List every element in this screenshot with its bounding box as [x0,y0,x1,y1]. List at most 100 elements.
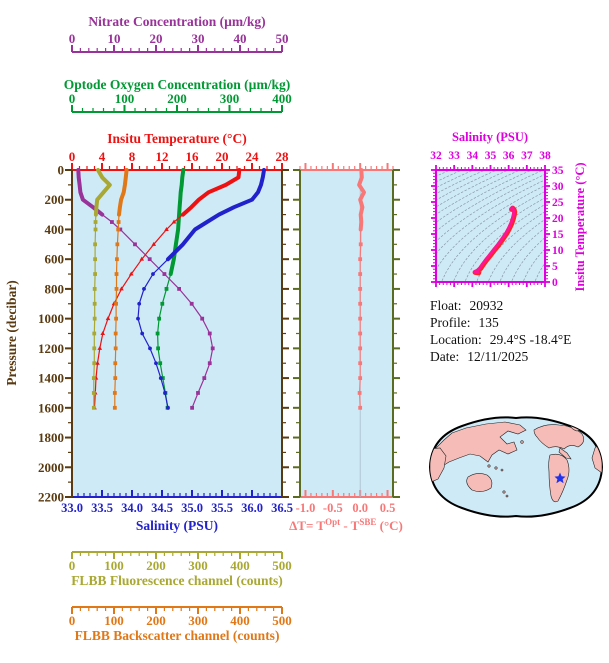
svg-text:800: 800 [45,281,65,296]
svg-text:1800: 1800 [38,430,64,445]
svg-text:500: 500 [272,613,292,628]
svg-text:0.0: 0.0 [352,501,368,515]
svg-text:36.5: 36.5 [271,501,293,515]
curve-salinity [136,168,266,410]
pressure-right-spine [281,169,289,498]
svg-text:35: 35 [485,150,497,162]
temperature-axis-title: Insitu Temperature (°C) [107,131,246,146]
curve-nitrate [76,168,215,410]
ts-frame: 32 33 34 35 36 37 38 0 5 10 15 20 25 30 35 [430,150,564,289]
svg-text:600: 600 [45,252,65,267]
svg-text:25: 25 [552,197,564,209]
svg-text:33.0: 33.0 [61,501,83,515]
curve-delta-t [357,168,366,410]
isopycnal-contours [436,170,545,282]
delta-t-plot-area [300,170,393,497]
backscatter-axis: 0 100 200 300 400 500 [69,606,292,628]
svg-text:34: 34 [467,150,479,162]
svg-text:12: 12 [156,149,169,164]
oxygen-axis-title: Optode Oxygen Concentration (µm/kg) [64,77,290,92]
svg-text:200: 200 [167,91,187,106]
svg-text:2200: 2200 [38,490,64,505]
svg-text:300: 300 [188,558,208,573]
svg-text:-1.0: -1.0 [296,501,316,515]
svg-text:24: 24 [246,149,260,164]
svg-text:200: 200 [146,558,166,573]
svg-text:36: 36 [503,150,515,162]
map-continents [430,420,602,503]
svg-text:0: 0 [69,31,76,46]
svg-text:0: 0 [69,558,76,573]
svg-text:35: 35 [552,165,564,177]
svg-text:38: 38 [539,150,551,162]
delta-t-top-axis [299,163,394,171]
metadata-location: Location: 29.4°S -18.4°E [430,332,571,347]
svg-text:28: 28 [276,149,290,164]
svg-text:16: 16 [186,149,200,164]
map-eurasia [433,421,527,468]
svg-text:20: 20 [150,31,163,46]
svg-text:1600: 1600 [38,400,64,415]
svg-text:32: 32 [430,150,442,162]
svg-text:1400: 1400 [38,371,64,386]
ts-profile-curve [472,205,518,276]
svg-text:400: 400 [272,91,292,106]
svg-text:500: 500 [272,558,292,573]
map-australia [466,473,493,492]
svg-text:0: 0 [552,277,558,289]
svg-text:0: 0 [69,91,76,106]
svg-text:1200: 1200 [38,341,64,356]
svg-text:300: 300 [220,91,240,106]
ts-salinity-title: Salinity (PSU) [452,130,528,144]
nitrate-axis: 0 10 20 30 40 50 [69,31,289,53]
svg-text:35.5: 35.5 [211,501,233,515]
salinity-axis-title: Salinity (PSU) [136,518,218,533]
curve-fluorescence [91,168,112,410]
salinity-axis: 33.0 33.5 34.0 34.5 35.0 35.5 36.0 36.5 [61,490,293,515]
delta-t-axis-label: ΔT= TOpt - TSBE (°C) [289,517,403,533]
fluorescence-axis: 0 100 200 300 400 500 [69,551,292,573]
map-central-america [558,447,572,460]
svg-text:30: 30 [552,181,564,193]
delta-t-left-spine [293,169,301,498]
svg-text:0: 0 [69,613,76,628]
svg-text:0: 0 [69,149,76,164]
svg-text:20: 20 [216,149,229,164]
pressure-left-spine: 0 200 400 600 800 1000 1200 1400 1600 1800 2000 220… [38,163,73,505]
world-map [428,416,604,518]
profile-curves [76,168,366,410]
svg-text:200: 200 [146,613,166,628]
svg-text:-0.5: -0.5 [323,501,343,515]
map-north-america [533,424,585,450]
svg-text:15: 15 [552,229,564,241]
nitrate-axis-title: Nitrate Concentration (µm/kg) [88,14,265,29]
temperature-axis: 0 4 8 12 16 20 24 28 [69,149,290,171]
metadata-float: Float: 20932 [430,298,503,313]
svg-text:36.0: 36.0 [241,501,263,515]
float-location-marker [554,472,566,484]
delta-t-right-spine [392,169,400,498]
metadata-date: Date: 12/11/2025 [430,349,529,364]
svg-text:2000: 2000 [38,460,64,475]
svg-text:4: 4 [99,149,106,164]
ts-curve [472,205,518,276]
svg-text:35.0: 35.0 [181,501,203,515]
svg-text:0: 0 [58,163,65,178]
svg-text:10: 10 [552,245,564,257]
ts-plot-area [436,170,545,282]
svg-text:400: 400 [230,558,250,573]
svg-text:100: 100 [104,558,124,573]
svg-text:400: 400 [45,222,65,237]
svg-text:10: 10 [108,31,121,46]
svg-text:30: 30 [192,31,205,46]
curve-backscatter [112,168,129,410]
ts-temperature-title: Insitu Temperature (°C) [573,162,587,291]
fluorescence-axis-title: FLBB Fluorescence channel (counts) [71,573,283,588]
svg-text:34.5: 34.5 [151,501,173,515]
svg-text:33.5: 33.5 [91,501,113,515]
svg-text:100: 100 [104,613,124,628]
svg-text:33: 33 [448,150,460,162]
